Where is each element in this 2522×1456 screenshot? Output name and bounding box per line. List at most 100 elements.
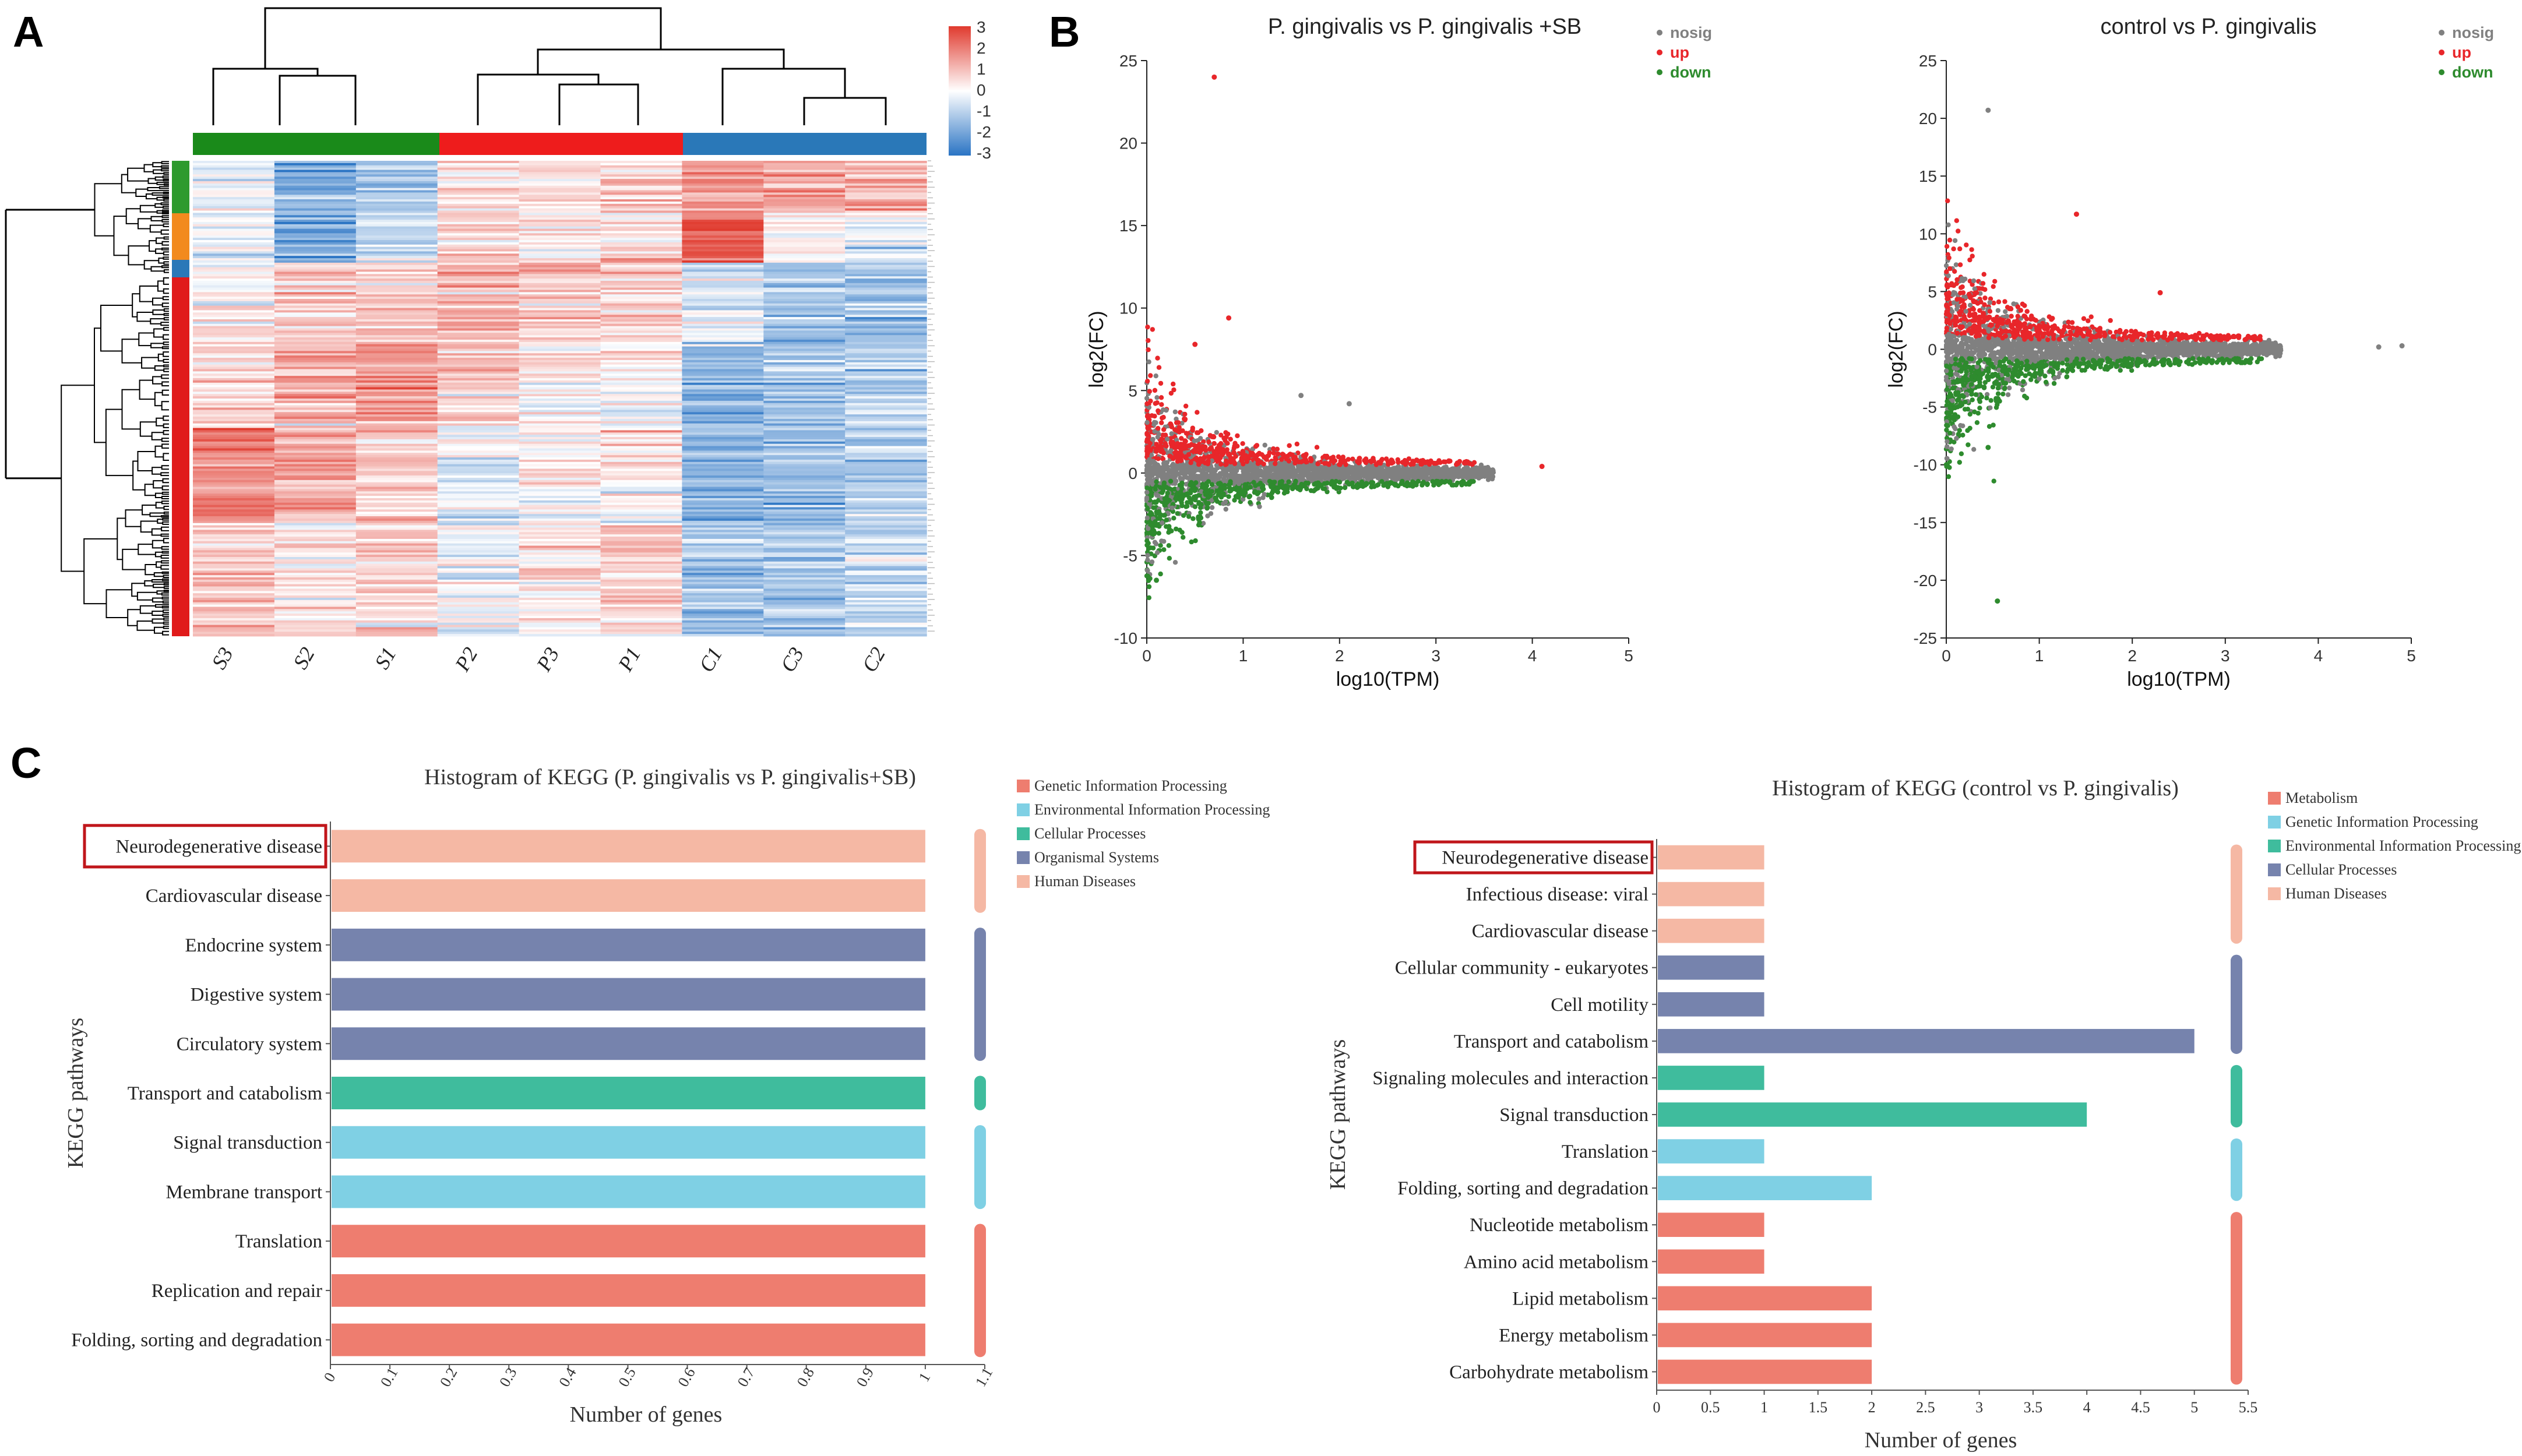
heatmap-cell xyxy=(193,328,275,331)
heatmap-cell xyxy=(355,512,438,514)
heatmap-cell xyxy=(193,382,275,386)
point-up xyxy=(1144,379,1150,384)
heatmap-cell xyxy=(682,201,764,205)
heatmap-cell xyxy=(763,575,846,578)
heatmap-cell xyxy=(682,496,764,499)
heatmap-cell xyxy=(355,299,438,302)
heatmap-cell xyxy=(845,389,927,392)
heatmap-cell xyxy=(845,475,927,478)
heatmap-cell xyxy=(519,203,601,207)
heatmap-cell xyxy=(845,341,927,345)
heatmap-cell xyxy=(845,339,927,343)
heatmap-cell xyxy=(193,573,275,576)
heatmap-cell xyxy=(437,581,520,585)
heatmap-cell xyxy=(763,622,846,625)
heatmap-cell xyxy=(355,346,438,349)
heatmap-cell xyxy=(519,301,601,304)
heatmap-cell xyxy=(437,414,520,417)
heatmap-cell xyxy=(355,197,438,200)
point-down xyxy=(1145,506,1150,512)
heatmap-cell xyxy=(274,305,357,308)
heatmap-cell xyxy=(519,312,601,315)
heatmap-cell xyxy=(682,351,764,354)
heatmap-cell xyxy=(437,417,520,419)
heatmap-cell xyxy=(355,161,438,164)
heatmap-cell xyxy=(355,192,438,195)
heatmap-cell xyxy=(763,518,846,521)
heatmap-cell xyxy=(437,530,520,533)
heatmap-cell xyxy=(193,489,275,492)
point-up xyxy=(1337,462,1343,467)
heatmap-cell xyxy=(845,369,927,372)
heatmap-cell xyxy=(437,570,520,573)
heatmap-cell xyxy=(763,532,846,535)
heatmap-cell xyxy=(437,604,520,607)
heatmap-cell xyxy=(682,287,764,290)
heatmap-cell xyxy=(682,625,764,627)
heatmap-cell xyxy=(519,575,601,578)
heatmap-cell xyxy=(845,256,927,259)
point-down xyxy=(1168,478,1174,484)
heatmap-cell xyxy=(763,224,846,227)
heatmap-cell xyxy=(355,627,438,630)
heatmap-cell xyxy=(519,570,601,573)
heatmap-cell xyxy=(355,179,438,182)
point-nosig xyxy=(1174,417,1179,422)
heatmap-cell xyxy=(682,518,764,521)
row-dendrogram-link xyxy=(139,285,158,302)
heatmap-cell xyxy=(355,249,438,252)
heatmap-cell xyxy=(600,568,682,571)
heatmap-cell xyxy=(763,430,846,433)
heatmap-cell xyxy=(437,328,520,331)
heatmap-cell xyxy=(845,181,927,184)
row-dendrogram-link xyxy=(163,430,169,435)
heatmap-cell xyxy=(600,348,682,351)
heatmap-cell xyxy=(437,305,520,308)
heatmap-cell xyxy=(274,262,357,266)
heatmap-cell xyxy=(845,450,927,453)
heatmap-cell xyxy=(845,566,927,569)
heatmap-cell xyxy=(519,586,601,589)
heatmap-cell xyxy=(193,348,275,351)
heatmap-cell xyxy=(845,461,927,465)
heatmap-cell xyxy=(193,260,275,263)
heatmap-cell xyxy=(845,537,927,540)
heatmap-cell xyxy=(193,459,275,463)
heatmap-cell xyxy=(845,448,927,451)
point-up xyxy=(1158,443,1163,449)
heatmap-cell xyxy=(763,466,846,469)
x-tick-label: 5 xyxy=(1624,647,1633,665)
heatmap-cell xyxy=(437,337,520,340)
point-up xyxy=(1314,445,1320,450)
heatmap-cell xyxy=(600,283,682,286)
heatmap-cell xyxy=(193,584,275,587)
point-nosig xyxy=(1200,521,1206,526)
y-tick-label: -10 xyxy=(1114,629,1137,647)
heatmap-cell xyxy=(845,220,927,223)
heatmap-cell xyxy=(519,459,601,463)
heatmap-cell xyxy=(600,586,682,589)
heatmap-cell xyxy=(845,265,927,268)
heatmap-cell xyxy=(845,203,927,207)
heatmap-cell xyxy=(763,317,846,320)
row-dendrogram-link xyxy=(161,211,169,214)
heatmap-cell xyxy=(355,446,438,449)
heatmap-cell xyxy=(600,305,682,308)
heatmap-cell xyxy=(437,491,520,494)
heatmap-cell xyxy=(600,563,682,566)
heatmap-cell xyxy=(763,457,846,460)
heatmap-cell xyxy=(355,310,438,313)
heatmap-cell xyxy=(682,246,764,249)
heatmap-cell xyxy=(193,614,275,616)
point-nosig xyxy=(1209,505,1215,510)
heatmap-cell xyxy=(274,584,357,587)
row-dendrogram-link xyxy=(161,465,169,470)
heatmap-cell xyxy=(437,453,520,456)
heatmap-cell xyxy=(274,473,357,476)
heatmap-cell xyxy=(682,197,764,200)
heatmap-cell xyxy=(519,276,601,279)
heatmap-cell xyxy=(519,297,601,299)
heatmap-cell xyxy=(600,545,682,548)
heatmap-cell xyxy=(763,183,846,186)
heatmap-cell xyxy=(600,496,682,499)
